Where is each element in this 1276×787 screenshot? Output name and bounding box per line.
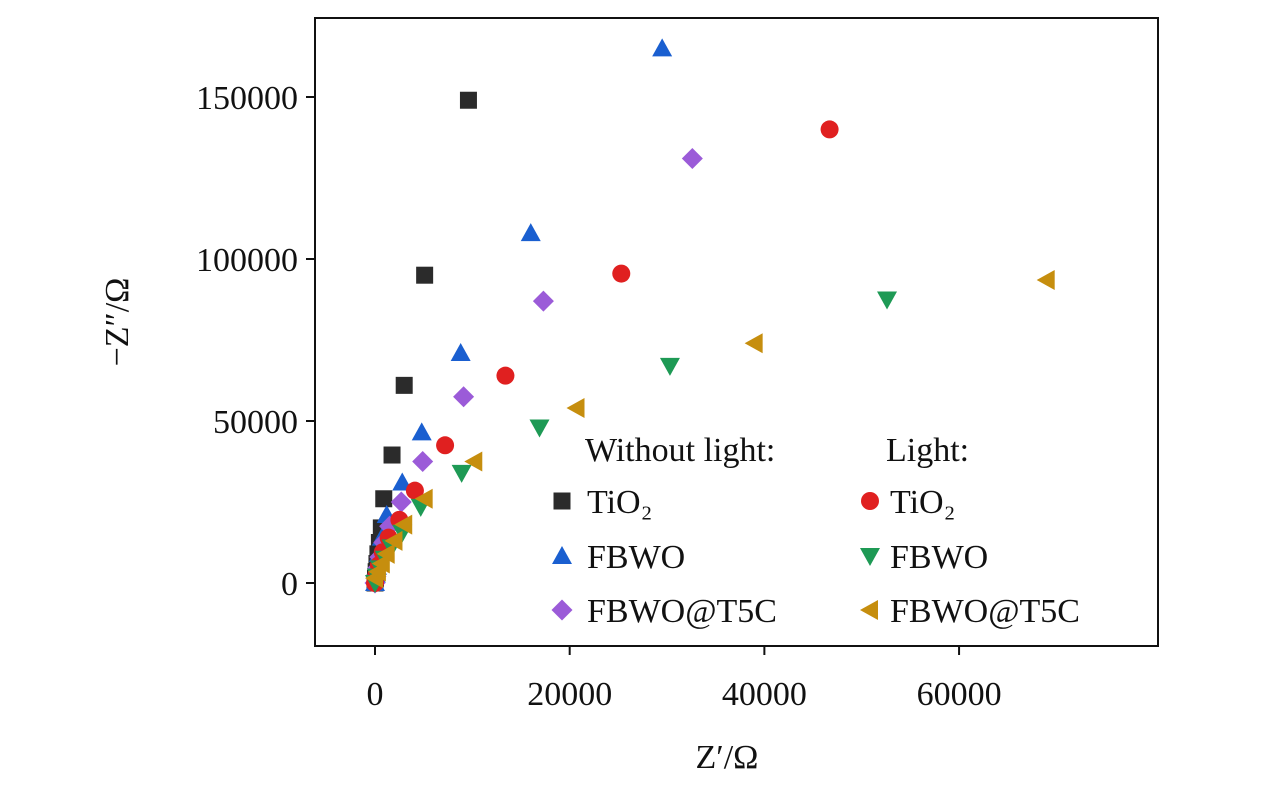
data-point (529, 419, 550, 438)
x-tick-label: 40000 (722, 676, 807, 713)
x-tick-label: 0 (367, 676, 384, 713)
data-point (383, 446, 401, 464)
data-point (395, 376, 413, 394)
data-point (376, 543, 395, 564)
data-point (412, 451, 434, 472)
axis-ticks: 0 20000 40000 60000 0 50000 100000 150000 (196, 80, 1002, 713)
x-tick-label: 60000 (917, 676, 1002, 713)
data-point (390, 491, 412, 513)
data-point (566, 398, 585, 419)
legend-label: FBWO@T5C (890, 593, 1080, 630)
data-point (681, 148, 703, 170)
data-point (394, 514, 413, 535)
legend-label: TiO₂ (890, 484, 955, 521)
data-point (652, 38, 673, 57)
data-point (659, 357, 680, 376)
x-tick-label: 20000 (527, 676, 612, 713)
legend-marker (860, 600, 878, 620)
series-2-without-light (364, 148, 703, 594)
data-point (520, 223, 541, 242)
series-5-light (365, 270, 1055, 589)
data-point (532, 290, 554, 312)
data-point (453, 386, 475, 408)
data-point (384, 530, 403, 551)
legend-marker (860, 548, 880, 566)
data-point (612, 264, 631, 283)
data-point (436, 436, 455, 455)
data-point (450, 342, 471, 361)
legend-label: FBWO (890, 539, 988, 576)
legend-entries: TiO₂ FBWO FBWO@T5C TiO₂ FBWO FBWO@T5C (551, 484, 1080, 630)
legend-label: FBWO@T5C (587, 593, 777, 630)
data-point (1036, 270, 1055, 291)
legend: Without light: Light: TiO₂FBWOFBWO@T5CTi… (551, 432, 1080, 630)
y-tick-label: 100000 (196, 242, 298, 279)
legend-label: FBWO (587, 539, 685, 576)
legend-label: TiO₂ (587, 484, 652, 521)
legend-marker (552, 546, 572, 564)
y-tick-label: 50000 (213, 404, 298, 441)
y-tick-label: 0 (281, 566, 298, 603)
legend-marker (551, 599, 573, 621)
data-point (820, 120, 839, 139)
data-point (496, 366, 515, 385)
y-axis-label: −Z″/Ω (99, 278, 136, 367)
data-markers (364, 38, 1055, 594)
data-point (459, 91, 477, 109)
data-point (464, 451, 483, 472)
data-point (411, 422, 432, 441)
data-point (416, 266, 434, 284)
data-point (877, 291, 898, 310)
series-3-light (366, 120, 839, 592)
legend-marker (861, 492, 879, 510)
legend-marker (553, 492, 571, 510)
data-point (451, 464, 472, 483)
data-point (405, 481, 424, 500)
legend-group-light: Light: (886, 432, 969, 469)
data-point (375, 490, 393, 508)
data-point (744, 333, 763, 354)
x-axis-label: Z′/Ω (696, 739, 759, 776)
data-point (414, 488, 433, 509)
plot-frame (314, 17, 1159, 647)
y-tick-label: 150000 (196, 80, 298, 117)
legend-group-without-light: Without light: (585, 432, 775, 469)
